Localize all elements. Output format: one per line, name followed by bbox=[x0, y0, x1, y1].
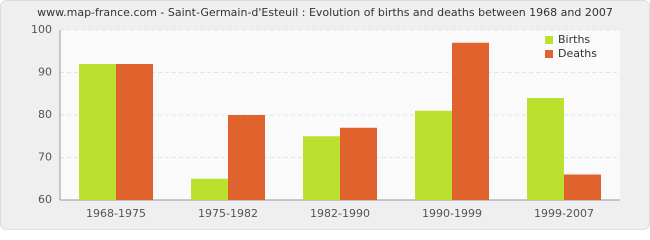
y-tick-label: 90 bbox=[38, 66, 52, 79]
chart: www.map-france.com - Saint-Germain-d'Est… bbox=[0, 0, 650, 230]
bar bbox=[564, 174, 601, 200]
y-tick-label: 70 bbox=[38, 151, 52, 164]
bar bbox=[415, 110, 452, 200]
bar bbox=[452, 42, 489, 200]
x-tick-label: 1968-1975 bbox=[86, 207, 146, 220]
bar bbox=[303, 136, 340, 200]
bar bbox=[527, 98, 564, 200]
x-tick-label: 1999-2007 bbox=[534, 207, 594, 220]
legend-swatch bbox=[545, 50, 553, 58]
bar bbox=[228, 115, 265, 200]
legend-label: Births bbox=[558, 33, 590, 46]
bar bbox=[191, 178, 228, 200]
legend-label: Deaths bbox=[558, 47, 597, 60]
legend-swatch bbox=[545, 36, 553, 44]
y-tick-label: 60 bbox=[38, 193, 52, 206]
bar bbox=[79, 64, 116, 200]
y-tick-label: 100 bbox=[31, 23, 52, 36]
x-tick-label: 1982-1990 bbox=[310, 207, 370, 220]
bar bbox=[340, 127, 377, 200]
x-tick-label: 1990-1999 bbox=[422, 207, 482, 220]
x-tick-label: 1975-1982 bbox=[198, 207, 258, 220]
bar bbox=[116, 64, 153, 200]
chart-title: www.map-france.com - Saint-Germain-d'Est… bbox=[37, 6, 613, 19]
y-tick-label: 80 bbox=[38, 108, 52, 121]
